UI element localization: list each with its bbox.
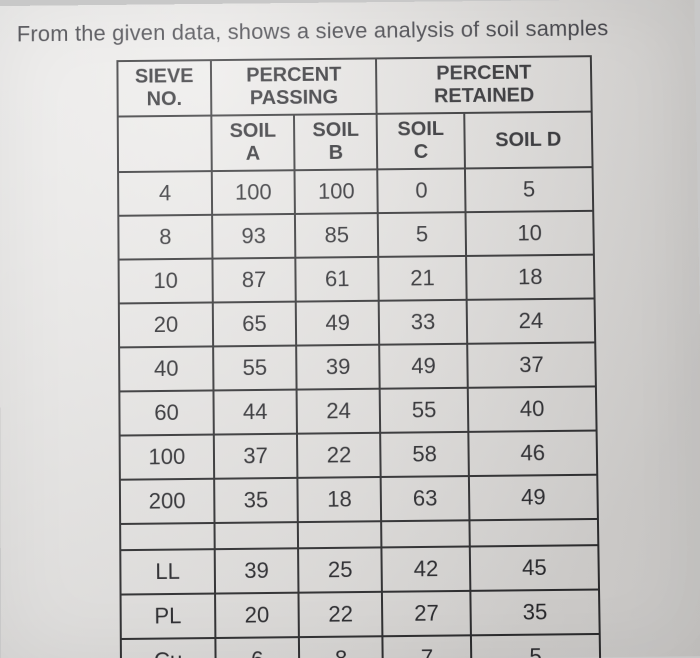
cell-label: PL [121, 594, 216, 639]
cell-d: 24 [467, 298, 596, 343]
cell-label: LL [120, 549, 215, 594]
cell-b: 49 [296, 301, 380, 346]
worksheet-page: From the given data, shows a sieve analy… [0, 0, 700, 658]
cell-a: 65 [213, 302, 297, 347]
table-row: 4 100 100 0 5 [118, 167, 593, 216]
caption-text: From the given data, shows a sieve analy… [17, 15, 685, 48]
cell-sieve: 4 [118, 171, 212, 216]
cell-b: 85 [295, 213, 379, 258]
cell-a: 55 [213, 346, 297, 391]
hdr-soil-b-l1: SOIL [295, 119, 376, 143]
table-row: 200 35 18 63 49 [120, 475, 598, 524]
cell-sieve: 60 [119, 390, 213, 435]
hdr-blank [118, 116, 212, 173]
table-header-row-1: SIEVE NO. PERCENT PASSING PERCENT RETAIN… [117, 56, 591, 116]
cell-c: 49 [380, 344, 468, 389]
table-footer-row: LL 39 25 42 45 [120, 545, 599, 594]
cell-d: 5 [471, 634, 601, 658]
table-row: 10 87 61 21 18 [119, 255, 595, 304]
cell-label: Cu [121, 638, 216, 658]
spacer-cell [298, 521, 382, 548]
table-footer-row: Cu 6 8 7 5 [121, 634, 601, 658]
cell-c: 33 [379, 300, 467, 345]
hdr-soil-a-l1: SOIL [212, 120, 293, 144]
cell-b: 24 [297, 389, 381, 434]
hdr-retained: PERCENT RETAINED [376, 56, 591, 114]
cell-c: 55 [380, 388, 468, 433]
spacer-cell [214, 522, 298, 549]
cell-a: 93 [212, 214, 295, 259]
spacer-cell [382, 520, 470, 547]
cell-c: 63 [381, 476, 469, 521]
cell-d: 40 [468, 386, 597, 431]
cell-a: 39 [215, 548, 299, 593]
hdr-sieve-l2: NO. [119, 88, 211, 112]
cell-a: 37 [214, 434, 298, 479]
sieve-table: SIEVE NO. PERCENT PASSING PERCENT RETAIN… [116, 55, 601, 658]
cell-b: 100 [295, 169, 378, 214]
table-footer-row: PL 20 22 27 35 [121, 590, 600, 639]
table-row: 20 65 49 33 24 [119, 298, 595, 347]
cell-a: 35 [214, 478, 298, 523]
cell-d: 10 [465, 211, 593, 256]
cell-d: 45 [470, 545, 599, 591]
hdr-soil-a: SOIL A [211, 115, 294, 171]
cell-d: 49 [469, 475, 598, 521]
cell-b: 22 [299, 592, 383, 637]
spacer-cell [469, 519, 598, 547]
cell-sieve: 10 [119, 259, 213, 304]
hdr-retained-l1: PERCENT [377, 61, 590, 86]
cell-a: 6 [215, 637, 299, 658]
cell-c: 0 [378, 168, 466, 213]
hdr-passing-l2: PASSING [212, 86, 376, 110]
cell-sieve: 200 [120, 479, 215, 524]
cell-d: 18 [466, 255, 595, 300]
cell-d: 37 [467, 342, 596, 387]
cell-d: 35 [470, 590, 599, 636]
cell-sieve: 20 [119, 302, 213, 347]
cell-d: 46 [468, 431, 597, 477]
cell-c: 21 [379, 256, 467, 301]
hdr-soil-b: SOIL B [294, 114, 378, 170]
cell-a: 100 [212, 170, 295, 215]
cell-c: 58 [381, 432, 469, 477]
hdr-soil-c-l1: SOIL [378, 118, 463, 142]
cell-b: 61 [295, 257, 379, 302]
cell-b: 25 [298, 547, 382, 592]
hdr-soil-c-l2: C [378, 141, 463, 165]
table-row: 8 93 85 5 10 [118, 211, 594, 260]
cell-c: 7 [383, 635, 472, 658]
table-row: 40 55 39 49 37 [119, 342, 596, 391]
cell-c: 5 [378, 212, 466, 257]
cell-a: 20 [215, 593, 299, 638]
cell-d: 5 [465, 167, 593, 212]
table-row: 100 37 22 58 46 [120, 431, 598, 480]
cell-b: 39 [296, 345, 380, 390]
hdr-passing-l1: PERCENT [212, 63, 376, 87]
table-row: 60 44 24 55 40 [119, 386, 596, 435]
hdr-passing: PERCENT PASSING [211, 58, 377, 115]
hdr-retained-l2: RETAINED [378, 84, 591, 109]
hdr-soil-d: SOIL D [464, 112, 592, 169]
cell-sieve: 100 [120, 435, 214, 480]
cell-b: 18 [298, 477, 382, 522]
hdr-soil-a-l2: A [212, 142, 293, 166]
hdr-soil-c: SOIL C [377, 113, 465, 169]
sieve-table-wrap: SIEVE NO. PERCENT PASSING PERCENT RETAIN… [116, 55, 601, 658]
cell-c: 27 [382, 591, 471, 636]
cell-b: 22 [297, 433, 381, 478]
hdr-soil-b-l2: B [295, 142, 376, 166]
hdr-sieve: SIEVE NO. [117, 60, 211, 116]
cell-sieve: 40 [119, 346, 213, 391]
hdr-sieve-l1: SIEVE [118, 65, 210, 89]
table-header-row-2: SOIL A SOIL B SOIL C SOIL D [118, 112, 593, 172]
spacer-cell [120, 523, 214, 550]
cell-a: 87 [212, 258, 296, 303]
cell-sieve: 8 [118, 215, 212, 260]
cell-a: 44 [213, 390, 297, 435]
cell-b: 8 [299, 636, 383, 658]
cell-c: 42 [382, 546, 470, 591]
